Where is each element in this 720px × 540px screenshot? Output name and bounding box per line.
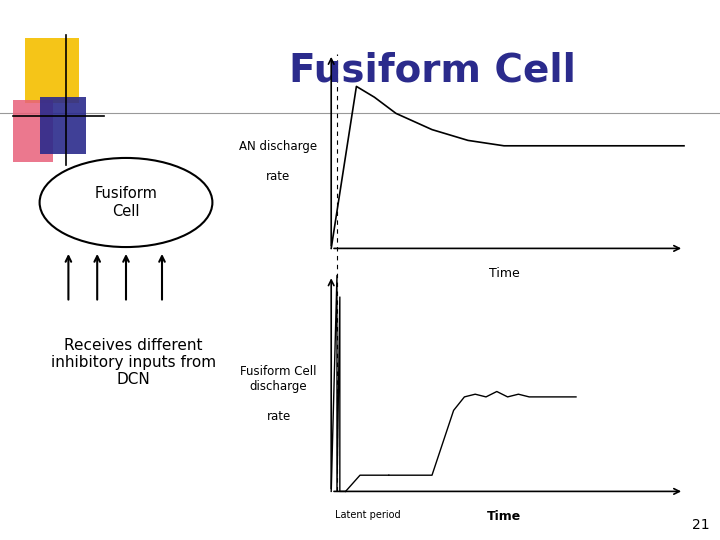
FancyBboxPatch shape	[25, 38, 79, 103]
Text: Time: Time	[487, 510, 521, 523]
Text: Fusiform Cell
discharge

rate: Fusiform Cell discharge rate	[240, 365, 317, 423]
Text: 21: 21	[692, 518, 709, 532]
FancyBboxPatch shape	[40, 97, 86, 154]
Text: Fusiform Cell: Fusiform Cell	[289, 51, 575, 89]
Text: Latent period: Latent period	[335, 510, 400, 521]
Text: Receives different
inhibitory inputs from
DCN: Receives different inhibitory inputs fro…	[50, 338, 216, 387]
Ellipse shape	[40, 158, 212, 247]
Text: Time: Time	[489, 267, 519, 280]
Text: Fusiform
Cell: Fusiform Cell	[94, 186, 158, 219]
FancyBboxPatch shape	[13, 100, 53, 162]
Text: AN discharge

rate: AN discharge rate	[238, 140, 317, 184]
